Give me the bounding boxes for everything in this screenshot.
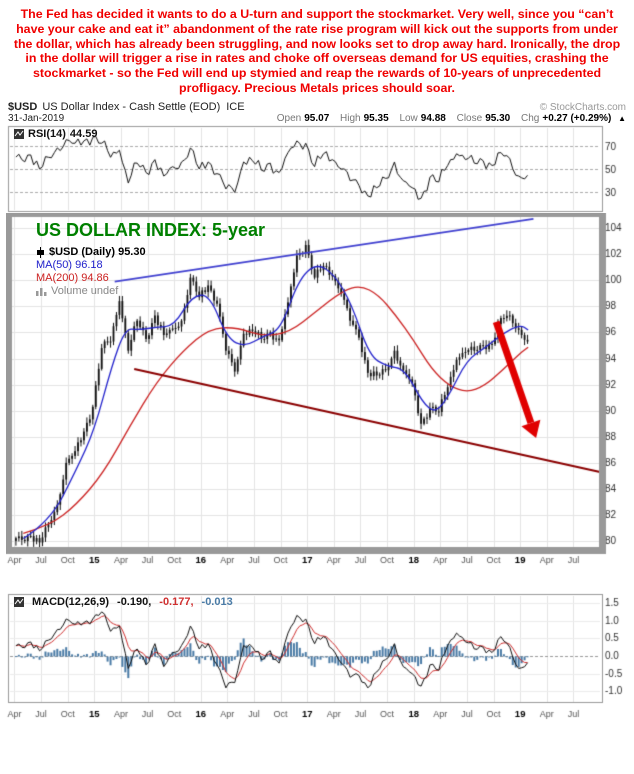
price-panel: US DOLLAR INDEX: 5-year $USD (Daily) 95.… [6,212,634,593]
open-label: Open [276,112,302,124]
high-label: High [340,112,361,124]
low-label: Low [399,112,418,124]
legend-series-row: $USD (Daily) 95.30 [36,246,146,259]
ohlc-quote: Open 95.07 High 95.35 Low 94.88 Close 95.30 … [269,113,626,124]
macd-plot-canvas [6,592,634,731]
macd-signal-value: -0.177, [159,595,194,608]
chart-date: 31-Jan-2019 [8,112,65,124]
ma200-label: MA(200) 94.86 [36,272,109,285]
exchange-label: ICE [226,100,245,113]
chart-frame: $USD US Dollar Index - Cash Settle (EOD)… [0,100,634,731]
stockcharts-copyright-link[interactable]: © StockCharts.com [539,101,626,113]
candlestick-icon [37,246,44,258]
rsi-value: 44.59 [69,127,98,140]
legend-volume-row: Volume undef [36,285,146,298]
series-label: $USD (Daily) 95.30 [49,246,146,259]
open-value: 95.07 [304,112,330,124]
chart-subheader: 31-Jan-2019 Open 95.07 High 95.35 Low 94.88… [6,113,628,125]
legend-ma200-row: MA(200) 94.86 [36,272,146,285]
low-value: 94.88 [420,112,446,124]
macd-value: -0.190, [117,595,152,608]
change-up-arrow-icon: ▲ [618,113,626,123]
indicator-icon [14,128,24,139]
rsi-legend: RSI(14) 44.59 [14,128,97,140]
volume-label: Volume undef [51,285,119,298]
macd-panel: MACD(12,26,9) -0.190, -0.177, -0.013 [6,592,634,731]
macd-legend: MACD(12,26,9) -0.190, -0.177, -0.013 [14,596,233,608]
rsi-plot-canvas [6,124,634,213]
macd-hist-value: -0.013 [201,595,233,608]
ma50-label: MA(50) 96.18 [36,259,103,272]
price-legend: $USD (Daily) 95.30 MA(50) 96.18 MA(200) … [36,246,146,298]
volume-bars-icon [36,287,47,296]
rsi-panel: RSI(14) 44.59 [6,124,634,213]
indicator-icon [14,596,24,607]
annotation-title: US DOLLAR INDEX: 5-year [36,219,266,240]
change-value: +0.27 (+0.29%) [542,112,612,124]
legend-ma50-row: MA(50) 96.18 [36,259,146,272]
rsi-label: RSI(14) [28,127,66,140]
close-label: Close [456,112,483,124]
macd-label: MACD(12,26,9) [32,595,110,608]
chart-header: $USD US Dollar Index - Cash Settle (EOD)… [6,100,628,113]
commentary-text: The Fed has decided it wants to do a U-t… [13,7,621,95]
close-value: 95.30 [485,112,511,124]
price-plot-canvas [6,212,634,593]
ticker-symbol: $USD [8,100,38,113]
instrument-title: US Dollar Index - Cash Settle (EOD) [42,100,221,113]
change-label: Chg [521,112,540,124]
high-value: 95.35 [363,112,389,124]
